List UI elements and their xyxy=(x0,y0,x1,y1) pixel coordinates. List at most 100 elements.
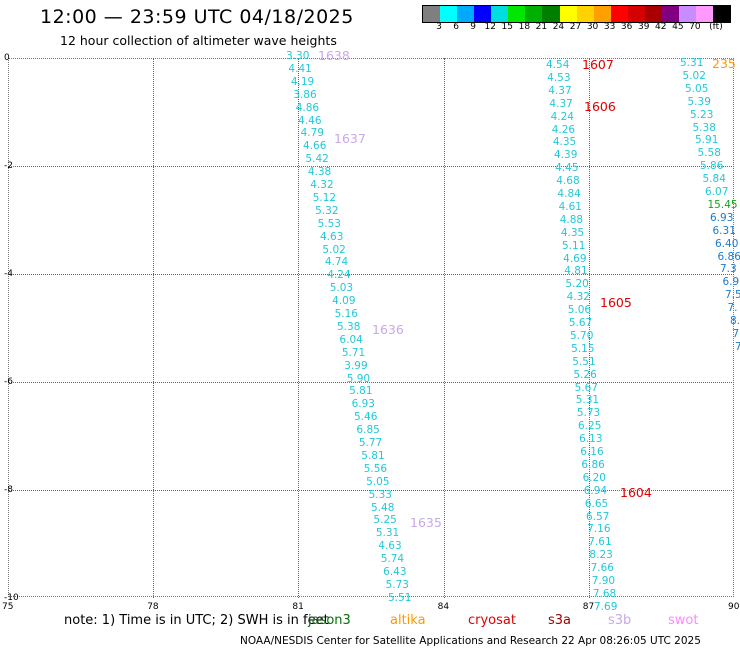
swh-value: 4.37 xyxy=(548,84,572,97)
swh-value: 7.66 xyxy=(590,562,614,575)
swh-value: 6.43 xyxy=(383,566,407,578)
swh-value: 5.46 xyxy=(354,411,378,424)
swh-value: 5.74 xyxy=(380,553,405,566)
swh-value: 4.61 xyxy=(558,200,582,213)
scale-swatch xyxy=(678,6,696,22)
map-frame xyxy=(8,58,734,597)
grid-line-horizontal xyxy=(8,382,734,383)
swh-value: 5.31 xyxy=(575,394,600,407)
swh-value: 4.39 xyxy=(554,149,578,162)
swh-value: 5.12 xyxy=(312,191,337,204)
swh-value: 5.77 xyxy=(358,437,383,449)
swh-value: 4.24 xyxy=(327,269,351,282)
credit-line: NOAA/NESDIS Center for Satellite Applica… xyxy=(240,635,701,647)
swh-value: 7. xyxy=(732,327,740,340)
swh-value: 5.53 xyxy=(317,217,341,230)
scale-swatch xyxy=(644,6,662,22)
scale-swatch xyxy=(593,6,611,22)
swh-value: 4.45 xyxy=(555,162,579,175)
swh-value: 6.93 xyxy=(351,398,375,411)
satellite-name: cryosat xyxy=(468,613,516,628)
scale-label: 6 xyxy=(453,22,459,32)
swh-value: 6.16 xyxy=(580,446,604,458)
swh-value: 6.04 xyxy=(339,333,363,346)
swh-value: 5.51 xyxy=(572,355,596,368)
y-tick-label: -2 xyxy=(4,161,13,171)
swh-value: 4.63 xyxy=(320,230,344,243)
scale-swatch xyxy=(542,6,560,22)
swh-value: 4.68 xyxy=(556,175,580,188)
y-tick-label: -4 xyxy=(4,269,13,279)
x-tick-label: 81 xyxy=(292,602,304,612)
y-tick-label: 0 xyxy=(4,53,10,63)
x-tick-label: 87 xyxy=(582,602,595,612)
swh-value: 7.69 xyxy=(594,600,618,613)
swh-value: 5.67 xyxy=(574,381,598,394)
swh-value: 4.54 xyxy=(546,59,570,71)
swh-value: 4.41 xyxy=(288,62,312,75)
grid-line-horizontal xyxy=(8,274,734,275)
scale-label: 70 xyxy=(689,22,701,32)
swh-value: 4.32 xyxy=(310,179,334,191)
swh-value: 7.61 xyxy=(588,536,612,549)
scale-label: 21 xyxy=(535,22,548,32)
swh-value: 3.99 xyxy=(344,359,368,372)
swh-value: 6.65 xyxy=(584,497,609,510)
swh-value: 5.05 xyxy=(685,82,709,95)
swh-value: 7. xyxy=(727,302,738,315)
swh-value: 5.38 xyxy=(337,320,361,333)
scale-swatch xyxy=(559,6,577,22)
swh-value: 5.73 xyxy=(576,407,601,420)
swh-value: 4.81 xyxy=(564,265,588,278)
scale-label: 39 xyxy=(637,22,650,32)
x-tick-label: 90 xyxy=(728,602,740,612)
orbit-number: 235 xyxy=(712,56,736,71)
x-tick-label: 75 xyxy=(2,602,14,612)
scale-label: 42 xyxy=(655,22,667,32)
scale-label: 9 xyxy=(470,22,477,32)
swh-value: 7.3 xyxy=(720,263,737,276)
swh-value: 3.86 xyxy=(293,88,317,101)
scale-swatch xyxy=(713,6,731,22)
swh-value: 5.05 xyxy=(366,475,390,488)
swh-value: 6.31 xyxy=(712,224,736,237)
swh-value: 5.81 xyxy=(349,385,373,398)
swh-value: 4.46 xyxy=(298,114,322,127)
swh-value: 5.31 xyxy=(375,527,400,540)
swh-value: 4.32 xyxy=(566,291,590,304)
x-tick-label: 84 xyxy=(437,602,450,612)
swh-value: 4.24 xyxy=(550,110,574,123)
scale-label: 27 xyxy=(569,22,582,32)
swh-value: 5.42 xyxy=(305,153,329,166)
swh-value: 6.57 xyxy=(586,510,610,523)
scale-label: 45 xyxy=(672,22,684,32)
scale-label: 18 xyxy=(518,22,531,32)
swh-value: 5.84 xyxy=(702,173,726,186)
grid-line-horizontal xyxy=(8,490,734,491)
swh-value: 5.90 xyxy=(346,372,371,385)
swh-value: 4.88 xyxy=(559,213,584,226)
swh-value: 4.53 xyxy=(547,71,571,84)
swh-value: 6.93 xyxy=(710,211,734,224)
swh-value: 6.13 xyxy=(579,433,603,446)
swh-value: 4.84 xyxy=(557,188,581,200)
swh-value: 7.16 xyxy=(587,523,611,536)
orbit-number: 1635 xyxy=(410,515,442,530)
swh-value: 5.15 xyxy=(571,342,595,355)
swh-value: 8.23 xyxy=(589,549,613,562)
swh-value: 6.86 xyxy=(717,250,740,263)
swh-value: 6.85 xyxy=(356,424,380,437)
swh-value: 5.26 xyxy=(573,368,597,381)
swh-value: 5.25 xyxy=(373,514,397,527)
scale-swatch xyxy=(661,6,679,22)
swh-value: 4.86 xyxy=(295,101,320,114)
swh-value: 5.11 xyxy=(562,239,586,252)
satellite-name: s3a xyxy=(548,613,572,628)
swh-value: 5.86 xyxy=(700,160,724,173)
swh-value: 4.63 xyxy=(378,540,402,553)
y-tick-label: -6 xyxy=(4,377,13,387)
swh-value: 5.02 xyxy=(682,69,706,82)
scale-label: 30 xyxy=(586,22,599,32)
orbit-number: 1605 xyxy=(600,295,632,310)
swh-value: 5.31 xyxy=(680,57,704,69)
